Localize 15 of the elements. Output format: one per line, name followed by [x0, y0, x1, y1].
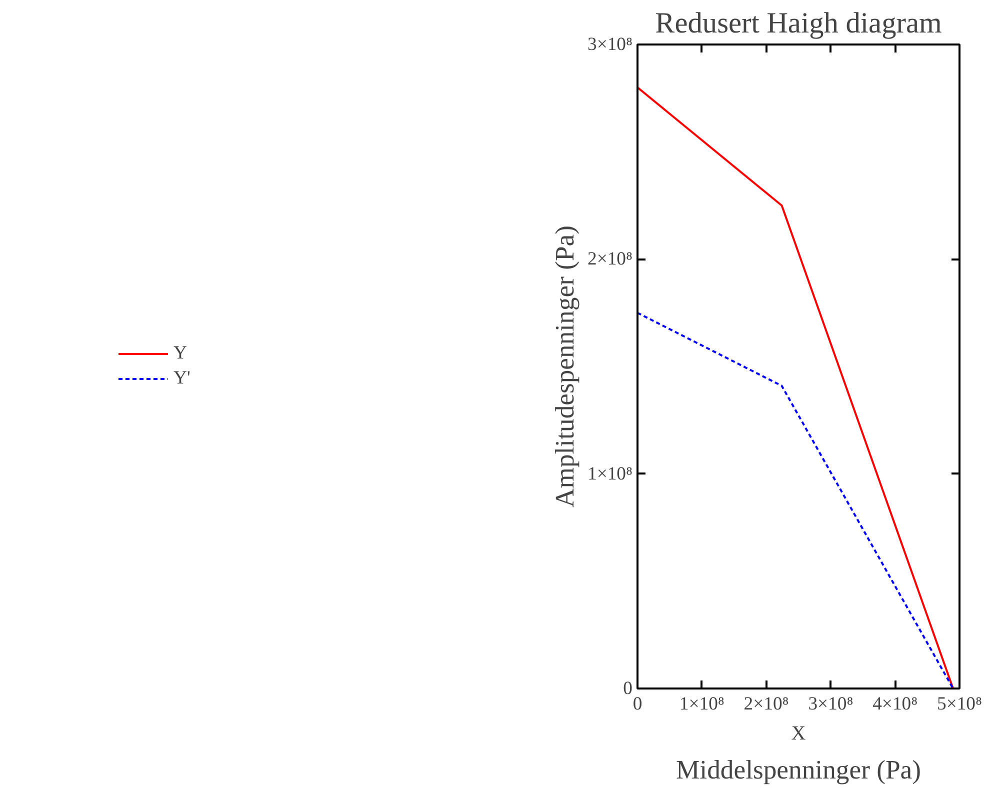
- legend-label: Y: [174, 342, 188, 364]
- legend-label: Y': [174, 368, 192, 390]
- x-tick-label: 4×10⁸: [872, 694, 918, 714]
- x-tick-label: 2×10⁸: [744, 694, 789, 714]
- y-tick-label: 1×10⁸: [587, 463, 633, 484]
- x-tick-label: 5×10⁸: [936, 694, 982, 714]
- chart-title: Redusert Haigh diagram: [655, 8, 942, 40]
- y-tick-label: 0: [623, 678, 632, 699]
- text: Middelspenninger (Pa): [676, 754, 922, 784]
- x-tick-label: 3×10⁸: [808, 694, 854, 714]
- y-axis-title: Amplitudespenninger (Pa): [549, 225, 580, 508]
- x-tick-label: 1×10⁸: [679, 694, 724, 714]
- x-axis-title: X: [791, 722, 806, 744]
- y-tick-label: 3×10⁸: [587, 34, 633, 55]
- y-tick-label: 2×10⁸: [587, 248, 633, 270]
